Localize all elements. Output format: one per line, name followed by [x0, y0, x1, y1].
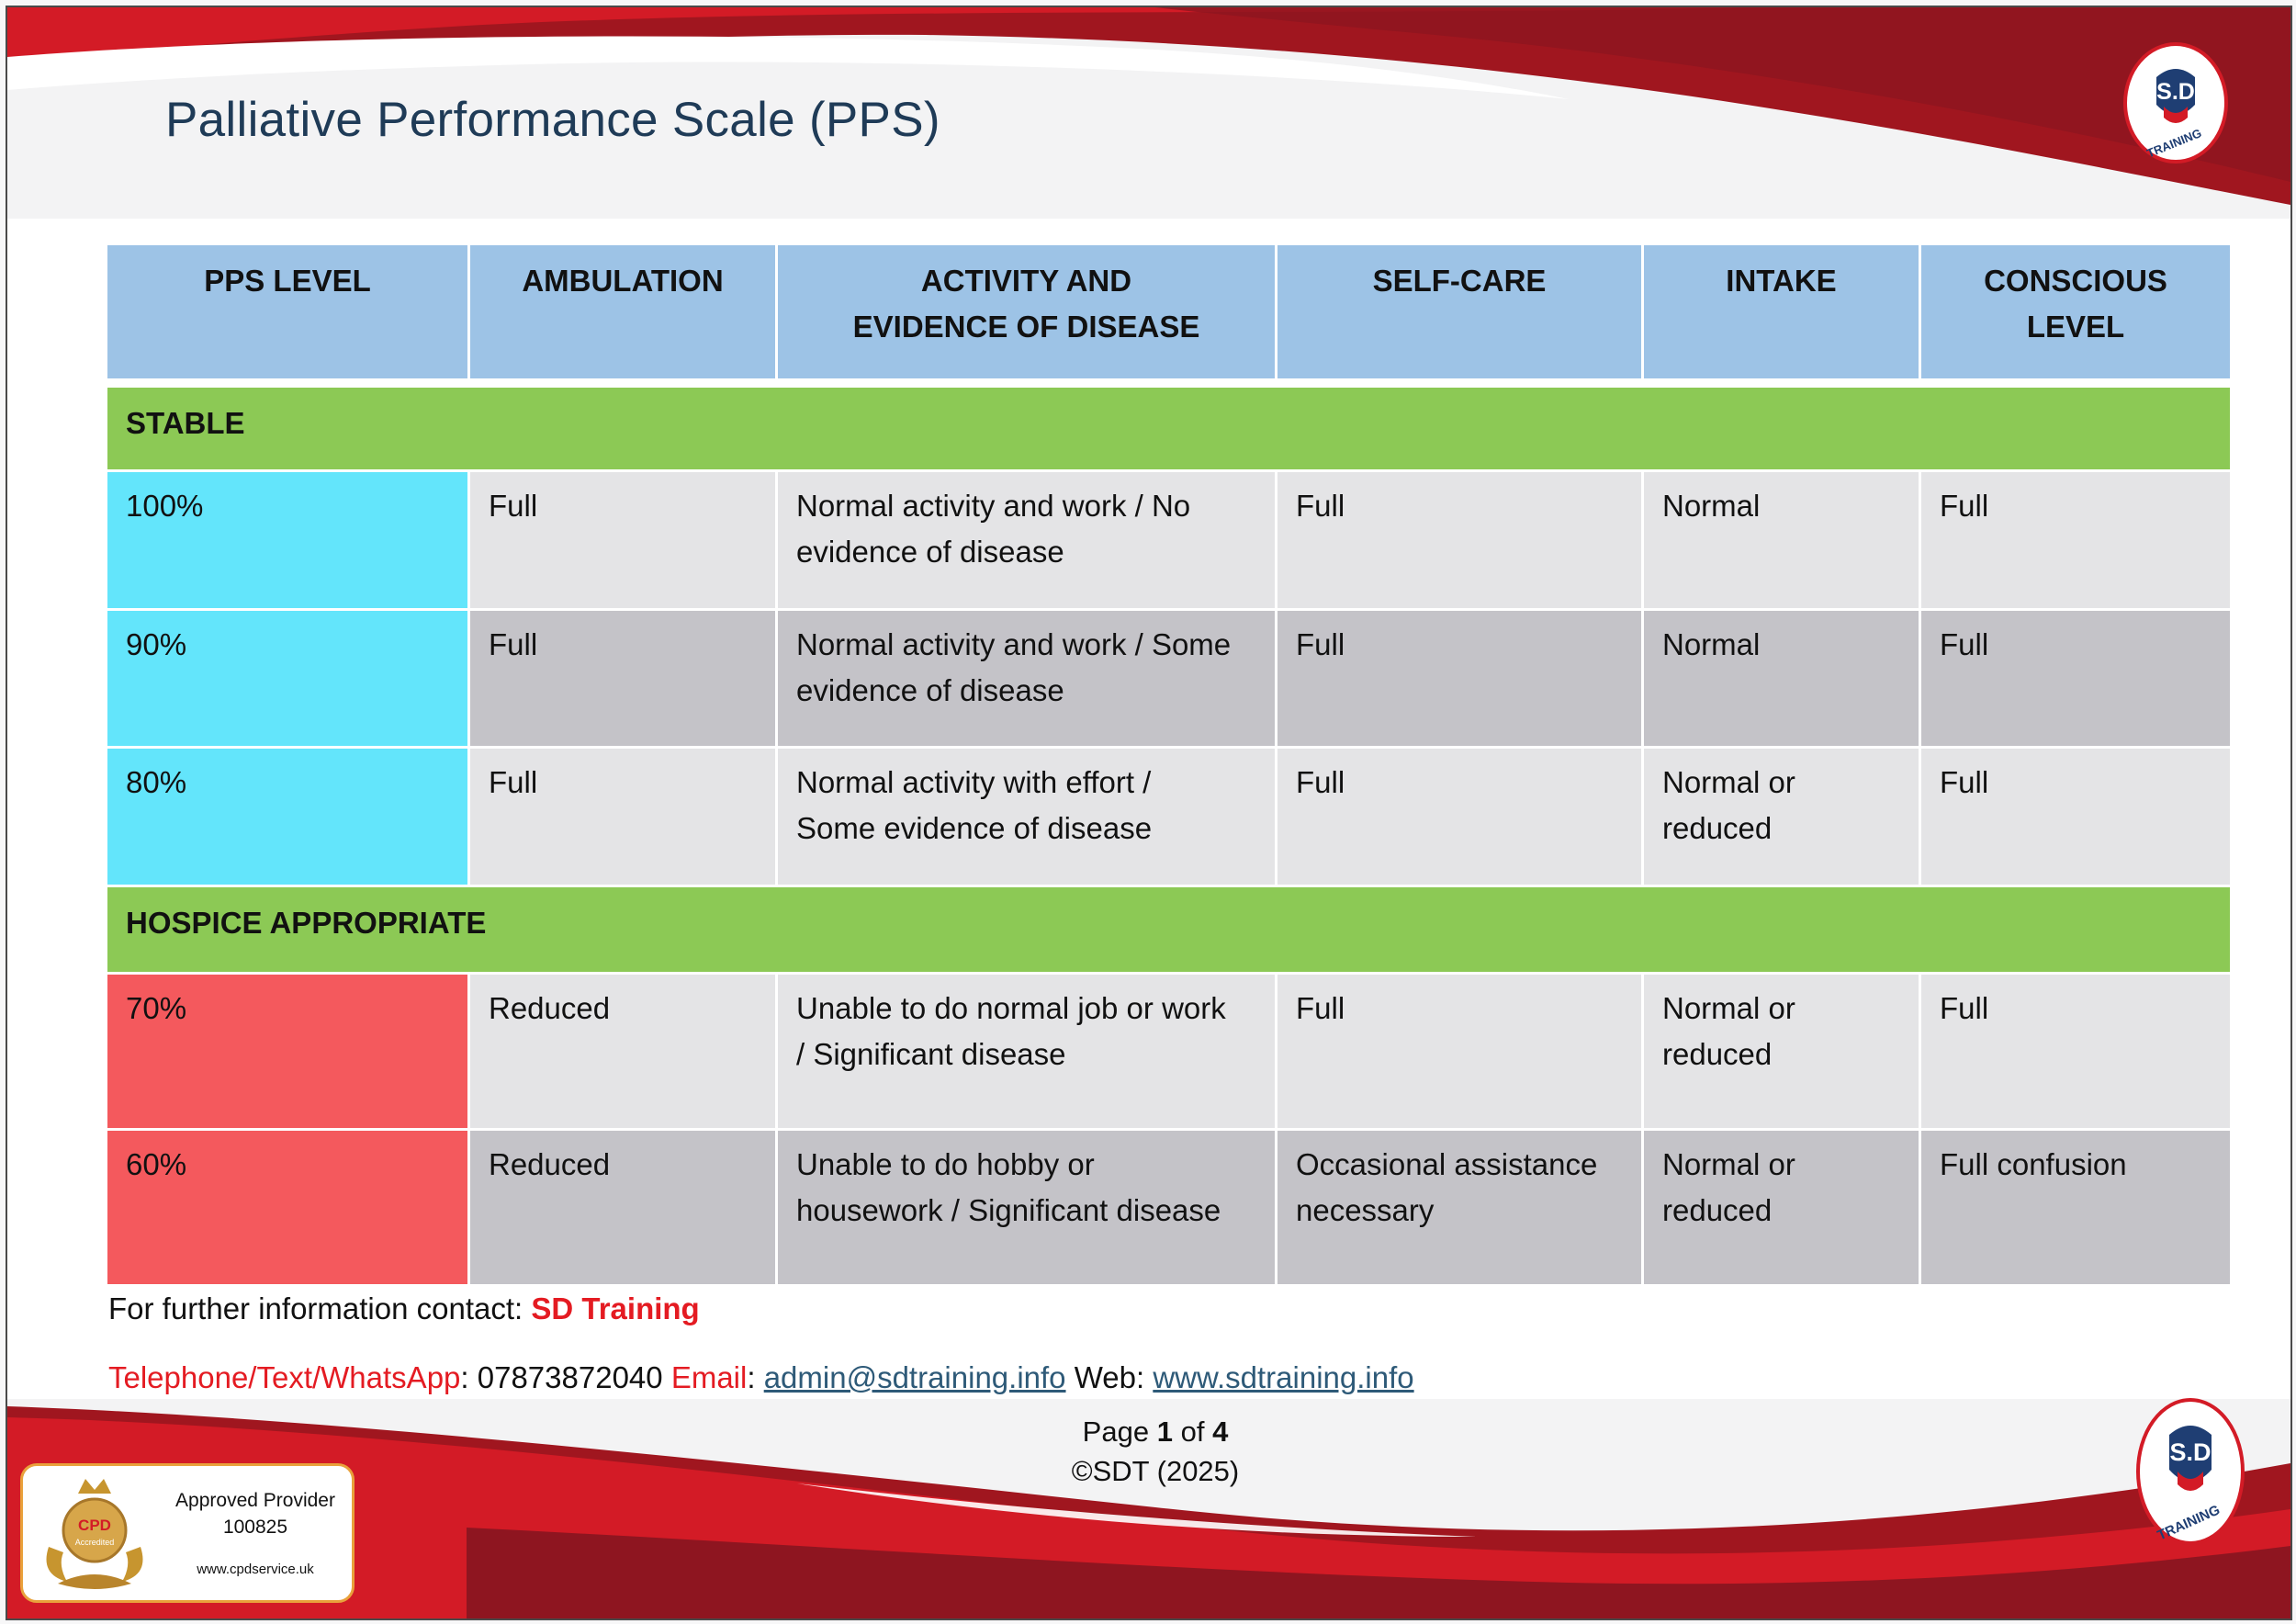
pps-table: PPS LEVEL AMBULATION ACTIVITY AND EVIDENC…	[105, 242, 2233, 1288]
pps-level-cell: 100%	[105, 468, 470, 611]
email-label: Email	[670, 1360, 748, 1394]
pps-level-cell: 90%	[105, 607, 470, 750]
section-row-hospice: HOSPICE APPROPRIATE	[105, 884, 2233, 976]
cpd-approved-badge: CPD Accredited Approved Provider 100825 …	[20, 1463, 355, 1603]
ambulation-cell: Reduced	[467, 1127, 778, 1288]
header-wave-band	[7, 7, 2290, 219]
activity-cell: Unable to do normal job or work / Signifi…	[775, 972, 1277, 1131]
svg-text:Accredited: Accredited	[75, 1538, 115, 1547]
company-name: SD Training	[531, 1291, 700, 1325]
header-activity: ACTIVITY AND EVIDENCE OF DISEASE	[775, 242, 1277, 389]
ambulation-cell: Full	[467, 607, 778, 750]
cpd-crest-icon: CPD Accredited	[46, 1479, 143, 1589]
header-intake: INTAKE	[1641, 242, 1921, 389]
ambulation-cell: Full	[467, 468, 778, 611]
table-header-row: PPS LEVEL AMBULATION ACTIVITY AND EVIDENC…	[105, 242, 2233, 389]
pps-level-cell: 70%	[105, 972, 470, 1131]
conscious-level-cell: Full	[1919, 746, 2233, 887]
header-conscious-level: CONSCIOUS LEVEL	[1919, 242, 2233, 389]
contact-line: For further information contact: SD Trai…	[108, 1291, 700, 1326]
intake-cell: Normal or reduced	[1641, 746, 1921, 887]
svg-text:CPD: CPD	[78, 1517, 111, 1534]
intake-cell: Normal	[1641, 607, 1921, 750]
pps-level-cell: 80%	[105, 746, 470, 887]
conscious-level-cell: Full	[1919, 607, 2233, 750]
section-label: STABLE	[105, 381, 2233, 472]
intake-cell: Normal	[1641, 468, 1921, 611]
sd-training-logo-footer: S.D TRAINING	[2136, 1398, 2245, 1545]
cpd-approved-label: Approved Provider	[175, 1490, 335, 1511]
document-page: Palliative Performance Scale (PPS) S.D T…	[6, 6, 2292, 1620]
activity-cell: Unable to do hobby or housework / Signifi…	[775, 1127, 1277, 1288]
self-care-cell: Full	[1275, 607, 1644, 750]
logo-mark: S.D	[2156, 79, 2195, 105]
conscious-level-cell: Full	[1919, 972, 2233, 1131]
footer-wave-band	[7, 1399, 2290, 1618]
pps-level-cell: 60%	[105, 1127, 470, 1288]
cpd-website: www.cpdservice.uk	[197, 1562, 314, 1577]
header-ambulation: AMBULATION	[467, 242, 778, 389]
activity-cell: Normal activity and work / No evidence of…	[775, 468, 1277, 611]
self-care-cell: Full	[1275, 468, 1644, 611]
table-row: 100% Full Normal activity and work / No e…	[105, 468, 2233, 611]
activity-cell: Normal activity and work / Some evidence …	[775, 607, 1277, 750]
header-self-care: SELF-CARE	[1275, 242, 1644, 389]
phone-label: Telephone/Text/WhatsApp	[108, 1360, 461, 1394]
header-pps-level: PPS LEVEL	[105, 242, 470, 389]
table-row: 70% Reduced Unable to do normal job or w…	[105, 972, 2233, 1131]
self-care-cell: Full	[1275, 972, 1644, 1131]
web-label: Web:	[1074, 1360, 1145, 1394]
phone-number: 07873872040	[477, 1360, 663, 1394]
ambulation-cell: Full	[467, 746, 778, 887]
cpd-provider-number: 100825	[222, 1517, 288, 1538]
web-link[interactable]: www.sdtraining.info	[1153, 1360, 1414, 1394]
intake-cell: Normal or reduced	[1641, 1127, 1921, 1288]
sd-training-logo: S.D TRAINING	[2123, 42, 2228, 164]
ambulation-cell: Reduced	[467, 972, 778, 1131]
table-row: 80% Full Normal activity with effort / So…	[105, 746, 2233, 887]
page-number: Page 1 of 4	[1082, 1415, 1229, 1448]
table-row: 90% Full Normal activity and work / Some…	[105, 607, 2233, 750]
table-row: 60% Reduced Unable to do hobby or housewo…	[105, 1127, 2233, 1288]
section-row-stable: STABLE	[105, 381, 2233, 472]
contact-prefix: For further information contact:	[108, 1291, 532, 1325]
activity-cell: Normal activity with effort / Some eviden…	[775, 746, 1277, 887]
self-care-cell: Occasional assistance necessary	[1275, 1127, 1644, 1288]
email-link[interactable]: admin@sdtraining.info	[763, 1360, 1066, 1394]
conscious-level-cell: Full confusion	[1919, 1127, 2233, 1288]
section-label: HOSPICE APPROPRIATE	[105, 884, 2233, 976]
copyright: ©SDT (2025)	[1071, 1455, 1240, 1487]
page-title: Palliative Performance Scale (PPS)	[165, 93, 940, 147]
self-care-cell: Full	[1275, 746, 1644, 887]
conscious-level-cell: Full	[1919, 468, 2233, 611]
contact-details: Telephone/Text/WhatsApp: 07873872040 Ema…	[108, 1360, 1414, 1394]
logo-mark: S.D	[2169, 1438, 2211, 1466]
intake-cell: Normal or reduced	[1641, 972, 1921, 1131]
